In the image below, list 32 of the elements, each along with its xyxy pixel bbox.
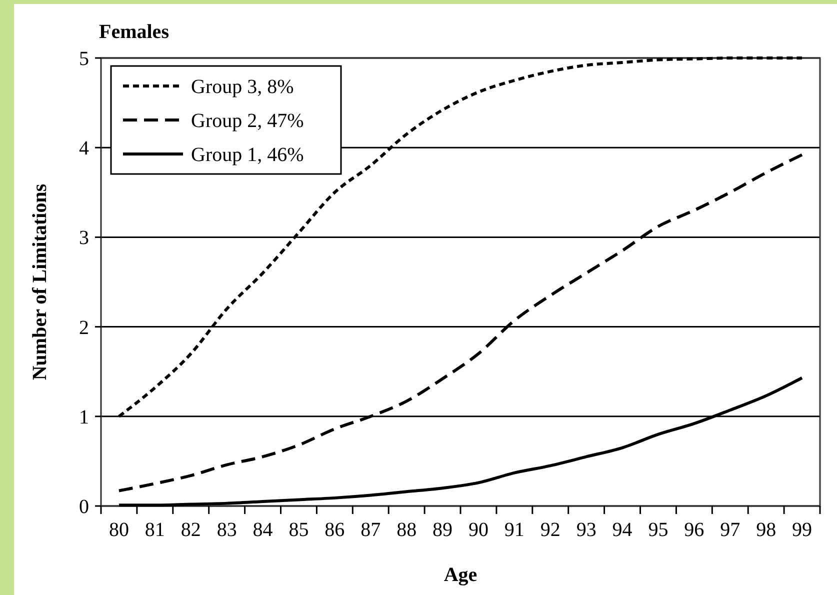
legend-label: Group 2, 47%: [191, 110, 304, 132]
y-tick-label: 4: [79, 138, 89, 160]
y-tick-label: 5: [79, 48, 89, 70]
x-tick-label: 98: [756, 519, 776, 541]
x-tick-label: 92: [540, 519, 560, 541]
x-tick-label: 80: [108, 519, 129, 541]
y-tick-label: 1: [79, 406, 89, 428]
y-tick-label: 0: [79, 496, 89, 518]
legend-label: Group 1, 46%: [191, 144, 304, 166]
x-tick-label: 95: [648, 519, 668, 541]
y-tick-label: 2: [79, 316, 89, 339]
x-tick-label: 85: [288, 519, 309, 541]
x-tick-label: 99: [792, 519, 812, 541]
y-axis-title: Number of Limitations: [29, 184, 51, 380]
x-axis-title: Age: [444, 564, 478, 586]
x-tick-label: 94: [612, 519, 632, 541]
x-tick-label: 93: [576, 519, 596, 541]
x-tick-label: 88: [396, 519, 417, 541]
x-tick-label: 97: [720, 519, 740, 541]
x-tick-label: 82: [180, 519, 201, 541]
x-tick-label: 84: [252, 519, 273, 541]
x-tick-label: 87: [360, 519, 381, 541]
x-tick-label: 89: [432, 519, 453, 541]
y-tick-label: 3: [79, 227, 89, 250]
x-tick-label: 86: [324, 519, 345, 541]
x-tick-label: 83: [216, 519, 237, 541]
chart-title: Females: [99, 21, 170, 43]
x-tick-label: 90: [468, 519, 488, 541]
x-tick-label: 96: [684, 519, 704, 541]
legend-label: Group 3, 8%: [191, 76, 294, 98]
x-tick-label: 91: [504, 519, 524, 541]
x-tick-label: 81: [144, 519, 165, 541]
